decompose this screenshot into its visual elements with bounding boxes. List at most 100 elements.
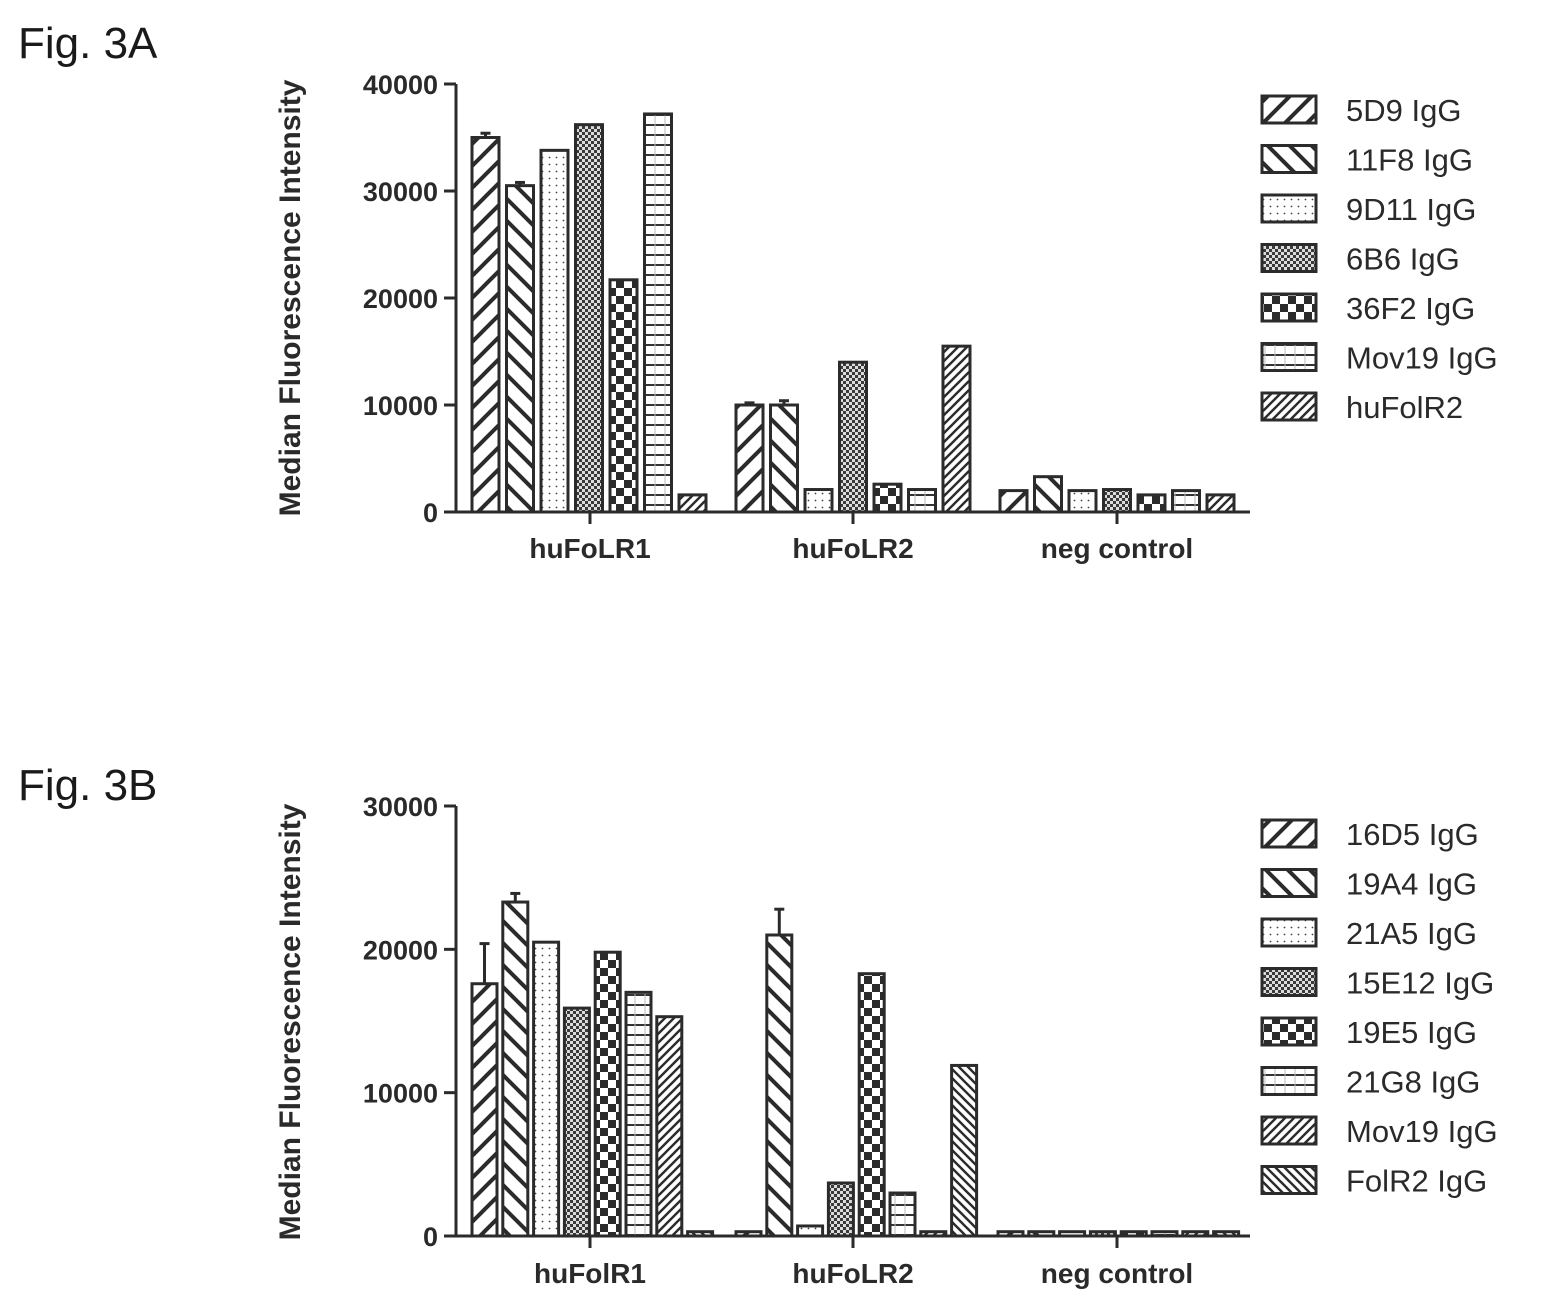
bar xyxy=(838,360,868,514)
bar xyxy=(734,403,765,514)
y-axis-label: Median Fluorescence Intensity xyxy=(274,79,307,516)
legend-label: 21G8 IgG xyxy=(1346,1065,1480,1100)
bar xyxy=(888,1191,917,1238)
legend-label: 19A4 IgG xyxy=(1346,867,1477,902)
bar xyxy=(857,972,886,1238)
x-category-label: huFolR1 xyxy=(534,1258,646,1289)
legend-label: huFolR2 xyxy=(1346,390,1463,425)
y-tick-label: 0 xyxy=(423,498,438,528)
legend-swatch xyxy=(1260,1016,1318,1047)
x-category-label: huFoLR1 xyxy=(529,533,650,564)
legend-swatch xyxy=(1260,1066,1318,1096)
legend-label: 11F8 IgG xyxy=(1346,143,1473,178)
bar xyxy=(1102,488,1132,514)
bar xyxy=(1027,1230,1056,1238)
legend-swatch xyxy=(1260,818,1318,849)
bar xyxy=(826,1181,855,1238)
bar xyxy=(796,1224,825,1238)
y-tick-label: 10000 xyxy=(363,1079,438,1109)
bar xyxy=(996,1230,1025,1238)
bar xyxy=(1033,475,1063,514)
panel-3a: Fig. 3A Median Fluorescence Intensity 0 1… xyxy=(18,19,1498,564)
bar xyxy=(505,184,535,514)
bar xyxy=(1171,489,1201,514)
legend-label: Mov19 IgG xyxy=(1346,341,1498,376)
y-tick-label: 20000 xyxy=(363,935,438,965)
bar xyxy=(803,488,834,514)
x-category-label: huFoLR2 xyxy=(792,1258,913,1289)
bar xyxy=(608,278,639,514)
bar xyxy=(1212,1230,1241,1238)
bar xyxy=(470,982,499,1238)
legend-label: 21A5 IgG xyxy=(1346,916,1477,951)
bar xyxy=(643,112,673,514)
y-tick-label: 30000 xyxy=(363,792,438,822)
bar xyxy=(769,403,799,514)
x-categories: huFoLR1 huFoLR2 neg control xyxy=(529,512,1193,564)
legend-swatch xyxy=(1260,342,1318,372)
y-tick-label: 30000 xyxy=(363,177,438,207)
bar xyxy=(1088,1230,1117,1238)
legend-swatch xyxy=(1260,917,1318,948)
bar xyxy=(624,990,653,1238)
legend-label: 16D5 IgG xyxy=(1346,817,1479,852)
bar xyxy=(1058,1230,1087,1238)
bar xyxy=(1205,493,1236,514)
legend-swatch xyxy=(1260,391,1318,422)
bar xyxy=(532,940,561,1238)
panel-label: Fig. 3A xyxy=(18,19,158,68)
bar xyxy=(655,1015,684,1238)
bar xyxy=(765,933,794,1238)
bar xyxy=(470,136,501,514)
y-axis-label: Median Fluorescence Intensity xyxy=(274,803,307,1240)
bar xyxy=(1136,493,1167,514)
legend-label: Mov19 IgG xyxy=(1346,1114,1498,1149)
legend-label: 6B6 IgG xyxy=(1346,242,1460,277)
legend-swatch xyxy=(1260,144,1318,174)
x-category-label: huFoLR2 xyxy=(792,533,913,564)
legend-swatch xyxy=(1260,292,1318,323)
bar xyxy=(501,900,530,1238)
bar xyxy=(950,1063,979,1238)
legend-label: 9D11 IgG xyxy=(1346,192,1476,227)
panel-label: Fig. 3B xyxy=(18,761,157,810)
legend-label: 5D9 IgG xyxy=(1346,93,1461,128)
bar xyxy=(686,1230,715,1238)
legend-label: 19E5 IgG xyxy=(1346,1015,1477,1050)
legend-label: 15E12 IgG xyxy=(1346,966,1494,1001)
bar xyxy=(1119,1230,1148,1238)
legend: 16D5 IgG 19A4 IgG 21A5 IgG 15E12 IgG 19E5 Ig… xyxy=(1260,817,1498,1199)
legend-swatch xyxy=(1260,868,1318,898)
y-ticks: 0 10000 20000 30000 xyxy=(363,792,456,1252)
bar xyxy=(1067,489,1098,514)
y-tick-label: 20000 xyxy=(363,284,438,314)
bars xyxy=(470,112,1236,514)
bar xyxy=(562,1006,591,1238)
legend-swatch xyxy=(1260,193,1318,224)
legend-swatch xyxy=(1260,243,1318,273)
bar xyxy=(907,488,937,514)
bars xyxy=(470,891,1241,1238)
y-tick-label: 10000 xyxy=(363,391,438,421)
x-category-label: neg control xyxy=(1041,533,1193,564)
bar xyxy=(539,148,570,514)
bar xyxy=(574,123,604,514)
bar xyxy=(1150,1230,1179,1238)
bar xyxy=(593,950,622,1238)
y-tick-label: 40000 xyxy=(363,70,438,100)
legend-label: 36F2 IgG xyxy=(1346,291,1475,326)
bar xyxy=(919,1230,948,1238)
legend-swatch xyxy=(1260,967,1318,997)
bar xyxy=(872,482,903,514)
bar xyxy=(734,1230,763,1238)
legend: 5D9 IgG 11F8 IgG 9D11 IgG 6B6 IgG 36F2 IgG Mo… xyxy=(1260,93,1498,425)
bar xyxy=(998,489,1029,514)
bar xyxy=(677,493,708,514)
legend-swatch xyxy=(1260,1115,1318,1146)
bar xyxy=(1181,1230,1210,1238)
y-ticks: 0 10000 20000 30000 40000 xyxy=(363,70,456,528)
legend-swatch xyxy=(1260,94,1318,125)
legend-swatch xyxy=(1260,1165,1318,1195)
x-category-label: neg control xyxy=(1041,1258,1193,1289)
